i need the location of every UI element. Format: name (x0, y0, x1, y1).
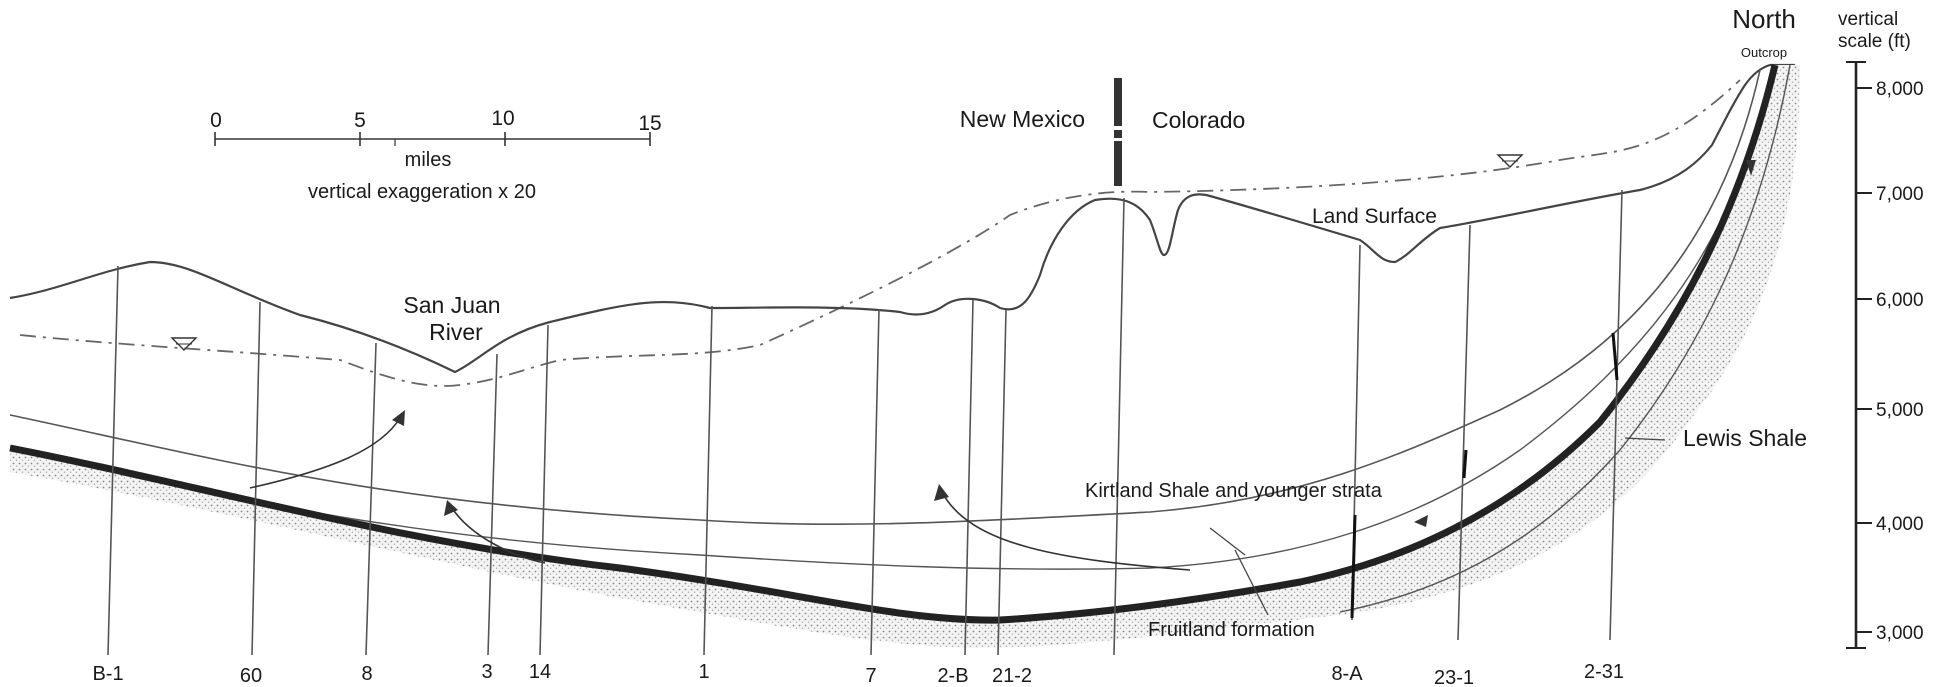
well-label-60: 60 (240, 665, 262, 687)
kirtland-label: Kirtland Shale and younger strata (1085, 480, 1383, 502)
vertical-scale-tick-3000: 3,000 (1876, 623, 1924, 644)
fruitland-upper-line (9, 69, 1773, 570)
river-label-line2: River (429, 319, 483, 345)
vertical-scale-title-line1: vertical (1838, 9, 1898, 30)
fruitland-label: Fruitland formation (1148, 619, 1315, 641)
vertical-scale-tick-6000: 6,000 (1876, 290, 1924, 311)
well-label-7: 7 (865, 665, 876, 687)
new-mexico-label: New Mexico (960, 106, 1085, 132)
well-label-2-b: 2-B (937, 665, 968, 687)
well-label-1: 1 (698, 661, 709, 683)
scale-tick-15: 15 (638, 112, 661, 135)
lewis-lower-line (1339, 64, 1791, 613)
land-surface-line (9, 63, 1795, 374)
well-label-b-1: B-1 (92, 663, 123, 685)
north-label: North (1732, 4, 1796, 34)
well-label-23-1: 23-1 (1434, 667, 1474, 687)
state-boundary: New Mexico Colorado (960, 78, 1245, 186)
vertical-scale-tick-4000: 4,000 (1876, 514, 1924, 535)
well-line-2-31 (1609, 189, 1623, 641)
scale-tick-10: 10 (491, 107, 514, 130)
well-labels: B-1 60 8 3 14 1 7 2-B 21-2 8-A 23-1 2-31 (92, 661, 1624, 687)
well-line-nm-co (1113, 197, 1125, 656)
well-line-7 (870, 308, 880, 656)
well-line-8 (365, 342, 377, 656)
well-label-14: 14 (529, 661, 551, 683)
well-line-b-1 (107, 265, 119, 656)
river-label-line1: San Juan (403, 292, 500, 318)
well-line-2-b (964, 299, 974, 656)
land-surface-label: Land Surface (1312, 205, 1437, 228)
kirtland-upper-line (9, 69, 1761, 525)
colorado-label: Colorado (1152, 107, 1245, 133)
well-line-60 (251, 301, 261, 656)
vertical-exaggeration-note: vertical exaggeration x 20 (308, 181, 536, 203)
coal-seam-line (9, 64, 1779, 624)
well-line-3 (487, 353, 498, 656)
well-label-2-31: 2-31 (1584, 661, 1624, 683)
scale-tick-5: 5 (354, 109, 366, 132)
scale-unit-label: miles (405, 149, 452, 171)
lewis-shale-label: Lewis Shale (1683, 425, 1807, 451)
water-table-line (19, 79, 1741, 387)
fault-marks (1350, 332, 1619, 619)
well-line-14 (539, 324, 549, 656)
scale-tick-0: 0 (210, 109, 222, 132)
well-label-8: 8 (361, 663, 372, 685)
scale-bar: 0 5 10 15 miles vertical exaggeration x … (210, 107, 662, 203)
outcrop-label: Outcrop (1741, 45, 1787, 60)
well-line-21-2 (997, 309, 1007, 656)
well-label-3: 3 (481, 661, 492, 683)
well-label-8-a: 8-A (1331, 663, 1363, 685)
well-label-21-2: 21-2 (992, 665, 1032, 687)
well-lines (107, 189, 1623, 656)
vertical-scale-tick-7000: 7,000 (1876, 184, 1924, 205)
vertical-scale-tick-8000: 8,000 (1876, 79, 1924, 100)
flow-arrows (249, 417, 1191, 571)
well-line-23-1 (1457, 224, 1471, 641)
label-leaders (1209, 437, 1666, 616)
pictured-cliffs-band (10, 65, 1800, 649)
vertical-scale-title-line2: scale (ft) (1838, 31, 1911, 52)
vertical-scale-tick-5000: 5,000 (1876, 400, 1924, 421)
vertical-scale: vertical scale (ft) 8,000 7,000 6,000 5,… (1838, 9, 1924, 649)
well-line-1 (703, 305, 713, 656)
flow-arrowheads (392, 160, 1756, 527)
